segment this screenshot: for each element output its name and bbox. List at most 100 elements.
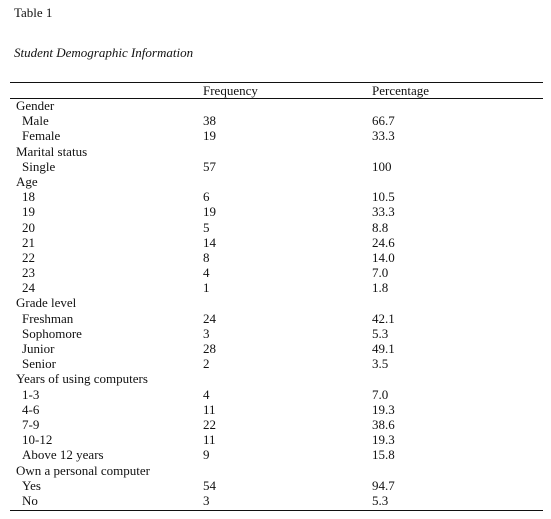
percentage-cell: 15.8 [372, 447, 395, 463]
percentage-cell: 3.5 [372, 356, 389, 372]
row-label: 20 [22, 219, 35, 235]
row-label: Female [22, 128, 61, 144]
group-label: Grade level [16, 295, 77, 311]
frequency-cell: 19 [203, 128, 216, 144]
table-row: Female 19 33.3 [0, 128, 551, 143]
table-row: 18 6 10.5 [0, 189, 551, 204]
group-label: Gender [16, 98, 55, 113]
frequency-cell: 3 [203, 325, 210, 341]
frequency-cell: 11 [203, 432, 216, 448]
frequency-cell: 11 [203, 401, 216, 417]
table-label: Table 1 [14, 5, 53, 20]
table-row: 22 8 14.0 [0, 250, 551, 265]
table-group-row: Age [0, 174, 551, 189]
table-row: 20 5 8.8 [0, 220, 551, 235]
frequency-cell: 24 [203, 310, 216, 326]
row-label: Freshman [22, 310, 74, 326]
column-header-frequency: Frequency [203, 83, 258, 98]
table-header-rule [10, 98, 543, 99]
row-label: 18 [22, 189, 35, 205]
frequency-cell: 57 [203, 158, 216, 174]
frequency-cell: 4 [203, 265, 210, 281]
row-label: 7-9 [22, 416, 40, 432]
table-row: Senior 2 3.5 [0, 356, 551, 371]
row-label: 19 [22, 204, 35, 220]
row-label: Above 12 years [22, 447, 104, 463]
percentage-cell: 5.3 [372, 325, 389, 341]
table-row: Junior 28 49.1 [0, 341, 551, 356]
table-row: Above 12 years 9 15.8 [0, 447, 551, 462]
table-group-row: Marital status [0, 144, 551, 159]
table-row: Yes 54 94.7 [0, 478, 551, 493]
group-label: Age [16, 173, 38, 189]
group-label: Marital status [16, 143, 88, 159]
row-label: Male [22, 113, 49, 129]
percentage-cell: 66.7 [372, 113, 395, 129]
frequency-cell: 6 [203, 189, 210, 205]
row-label: No [22, 492, 38, 508]
column-header-percentage: Percentage [372, 83, 430, 98]
frequency-cell: 4 [203, 386, 210, 402]
table-top-rule [10, 82, 543, 83]
row-label: 1-3 [22, 386, 40, 402]
percentage-cell: 49.1 [372, 341, 395, 356]
percentage-cell: 24.6 [372, 234, 395, 250]
row-label: Junior [22, 341, 55, 356]
percentage-cell: 38.6 [372, 416, 395, 432]
table-row: Sophomore 3 5.3 [0, 326, 551, 341]
frequency-cell: 1 [203, 280, 210, 296]
table-row: 21 14 24.6 [0, 235, 551, 250]
table-row: 7-9 22 38.6 [0, 417, 551, 432]
table-row: 4-6 11 19.3 [0, 402, 551, 417]
frequency-cell: 54 [203, 477, 216, 493]
row-label: 24 [22, 280, 35, 296]
table-row: Single 57 100 [0, 159, 551, 174]
group-label: Years of using computers [16, 371, 148, 387]
row-label: 4-6 [22, 401, 40, 417]
table-row: No 3 5.3 [0, 493, 551, 508]
percentage-cell: 42.1 [372, 310, 395, 326]
table-bottom-rule [10, 510, 543, 511]
percentage-cell: 19.3 [372, 401, 395, 417]
row-label: Single [22, 158, 56, 174]
table-title: Student Demographic Information [14, 45, 194, 60]
frequency-cell: 2 [203, 356, 210, 372]
row-label: Yes [22, 477, 41, 493]
row-label: 21 [22, 234, 35, 250]
table-row: 1-3 4 7.0 [0, 387, 551, 402]
table-body: Gender Male 38 66.7 Female 19 33.3 Marital stat… [0, 98, 551, 508]
percentage-cell: 14.0 [372, 249, 395, 265]
table-group-row: Own a personal computer [0, 463, 551, 478]
row-label: 22 [22, 249, 35, 265]
row-label: 23 [22, 265, 35, 281]
table-row: Freshman 24 42.1 [0, 311, 551, 326]
percentage-cell: 19.3 [372, 432, 395, 448]
percentage-cell: 1.8 [372, 280, 389, 296]
frequency-cell: 5 [203, 219, 210, 235]
frequency-cell: 8 [203, 249, 210, 265]
percentage-cell: 33.3 [372, 204, 395, 220]
frequency-cell: 3 [203, 492, 210, 508]
frequency-cell: 14 [203, 234, 216, 250]
table-row: 24 1 1.8 [0, 280, 551, 295]
group-label: Own a personal computer [16, 462, 150, 478]
row-label: Senior [22, 356, 56, 372]
frequency-cell: 19 [203, 204, 216, 220]
row-label: Sophomore [22, 325, 82, 341]
table-row: Male 38 66.7 [0, 113, 551, 128]
table-row: 23 4 7.0 [0, 265, 551, 280]
percentage-cell: 7.0 [372, 265, 389, 281]
percentage-cell: 33.3 [372, 128, 395, 144]
percentage-cell: 94.7 [372, 477, 395, 493]
table-group-row: Grade level [0, 295, 551, 310]
table-row: 10-12 11 19.3 [0, 432, 551, 447]
percentage-cell: 8.8 [372, 219, 389, 235]
table-group-row: Years of using computers [0, 371, 551, 386]
percentage-cell: 10.5 [372, 189, 395, 205]
frequency-cell: 22 [203, 416, 216, 432]
percentage-cell: 5.3 [372, 492, 389, 508]
frequency-cell: 9 [203, 447, 210, 463]
frequency-cell: 28 [203, 341, 216, 356]
frequency-cell: 38 [203, 113, 216, 129]
percentage-cell: 7.0 [372, 386, 389, 402]
